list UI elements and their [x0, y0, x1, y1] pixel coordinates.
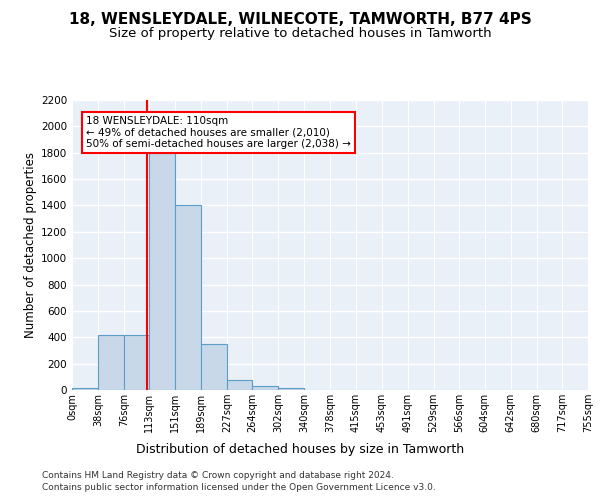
- Bar: [175, 206, 201, 390]
- Bar: [253, 386, 278, 390]
- Text: Size of property relative to detached houses in Tamworth: Size of property relative to detached ho…: [109, 28, 491, 40]
- Text: Contains public sector information licensed under the Open Government Licence v3: Contains public sector information licen…: [42, 484, 436, 492]
- Bar: [201, 344, 227, 390]
- Bar: [227, 380, 253, 390]
- Text: Contains HM Land Registry data © Crown copyright and database right 2024.: Contains HM Land Registry data © Crown c…: [42, 471, 394, 480]
- Text: 18, WENSLEYDALE, WILNECOTE, TAMWORTH, B77 4PS: 18, WENSLEYDALE, WILNECOTE, TAMWORTH, B7…: [68, 12, 532, 28]
- Bar: [98, 334, 124, 390]
- Bar: [124, 334, 149, 390]
- Bar: [278, 388, 304, 390]
- Text: 18 WENSLEYDALE: 110sqm
← 49% of detached houses are smaller (2,010)
50% of semi-: 18 WENSLEYDALE: 110sqm ← 49% of detached…: [86, 116, 350, 149]
- Bar: [72, 388, 98, 390]
- Y-axis label: Number of detached properties: Number of detached properties: [24, 152, 37, 338]
- Text: Distribution of detached houses by size in Tamworth: Distribution of detached houses by size …: [136, 442, 464, 456]
- Bar: [149, 152, 175, 390]
